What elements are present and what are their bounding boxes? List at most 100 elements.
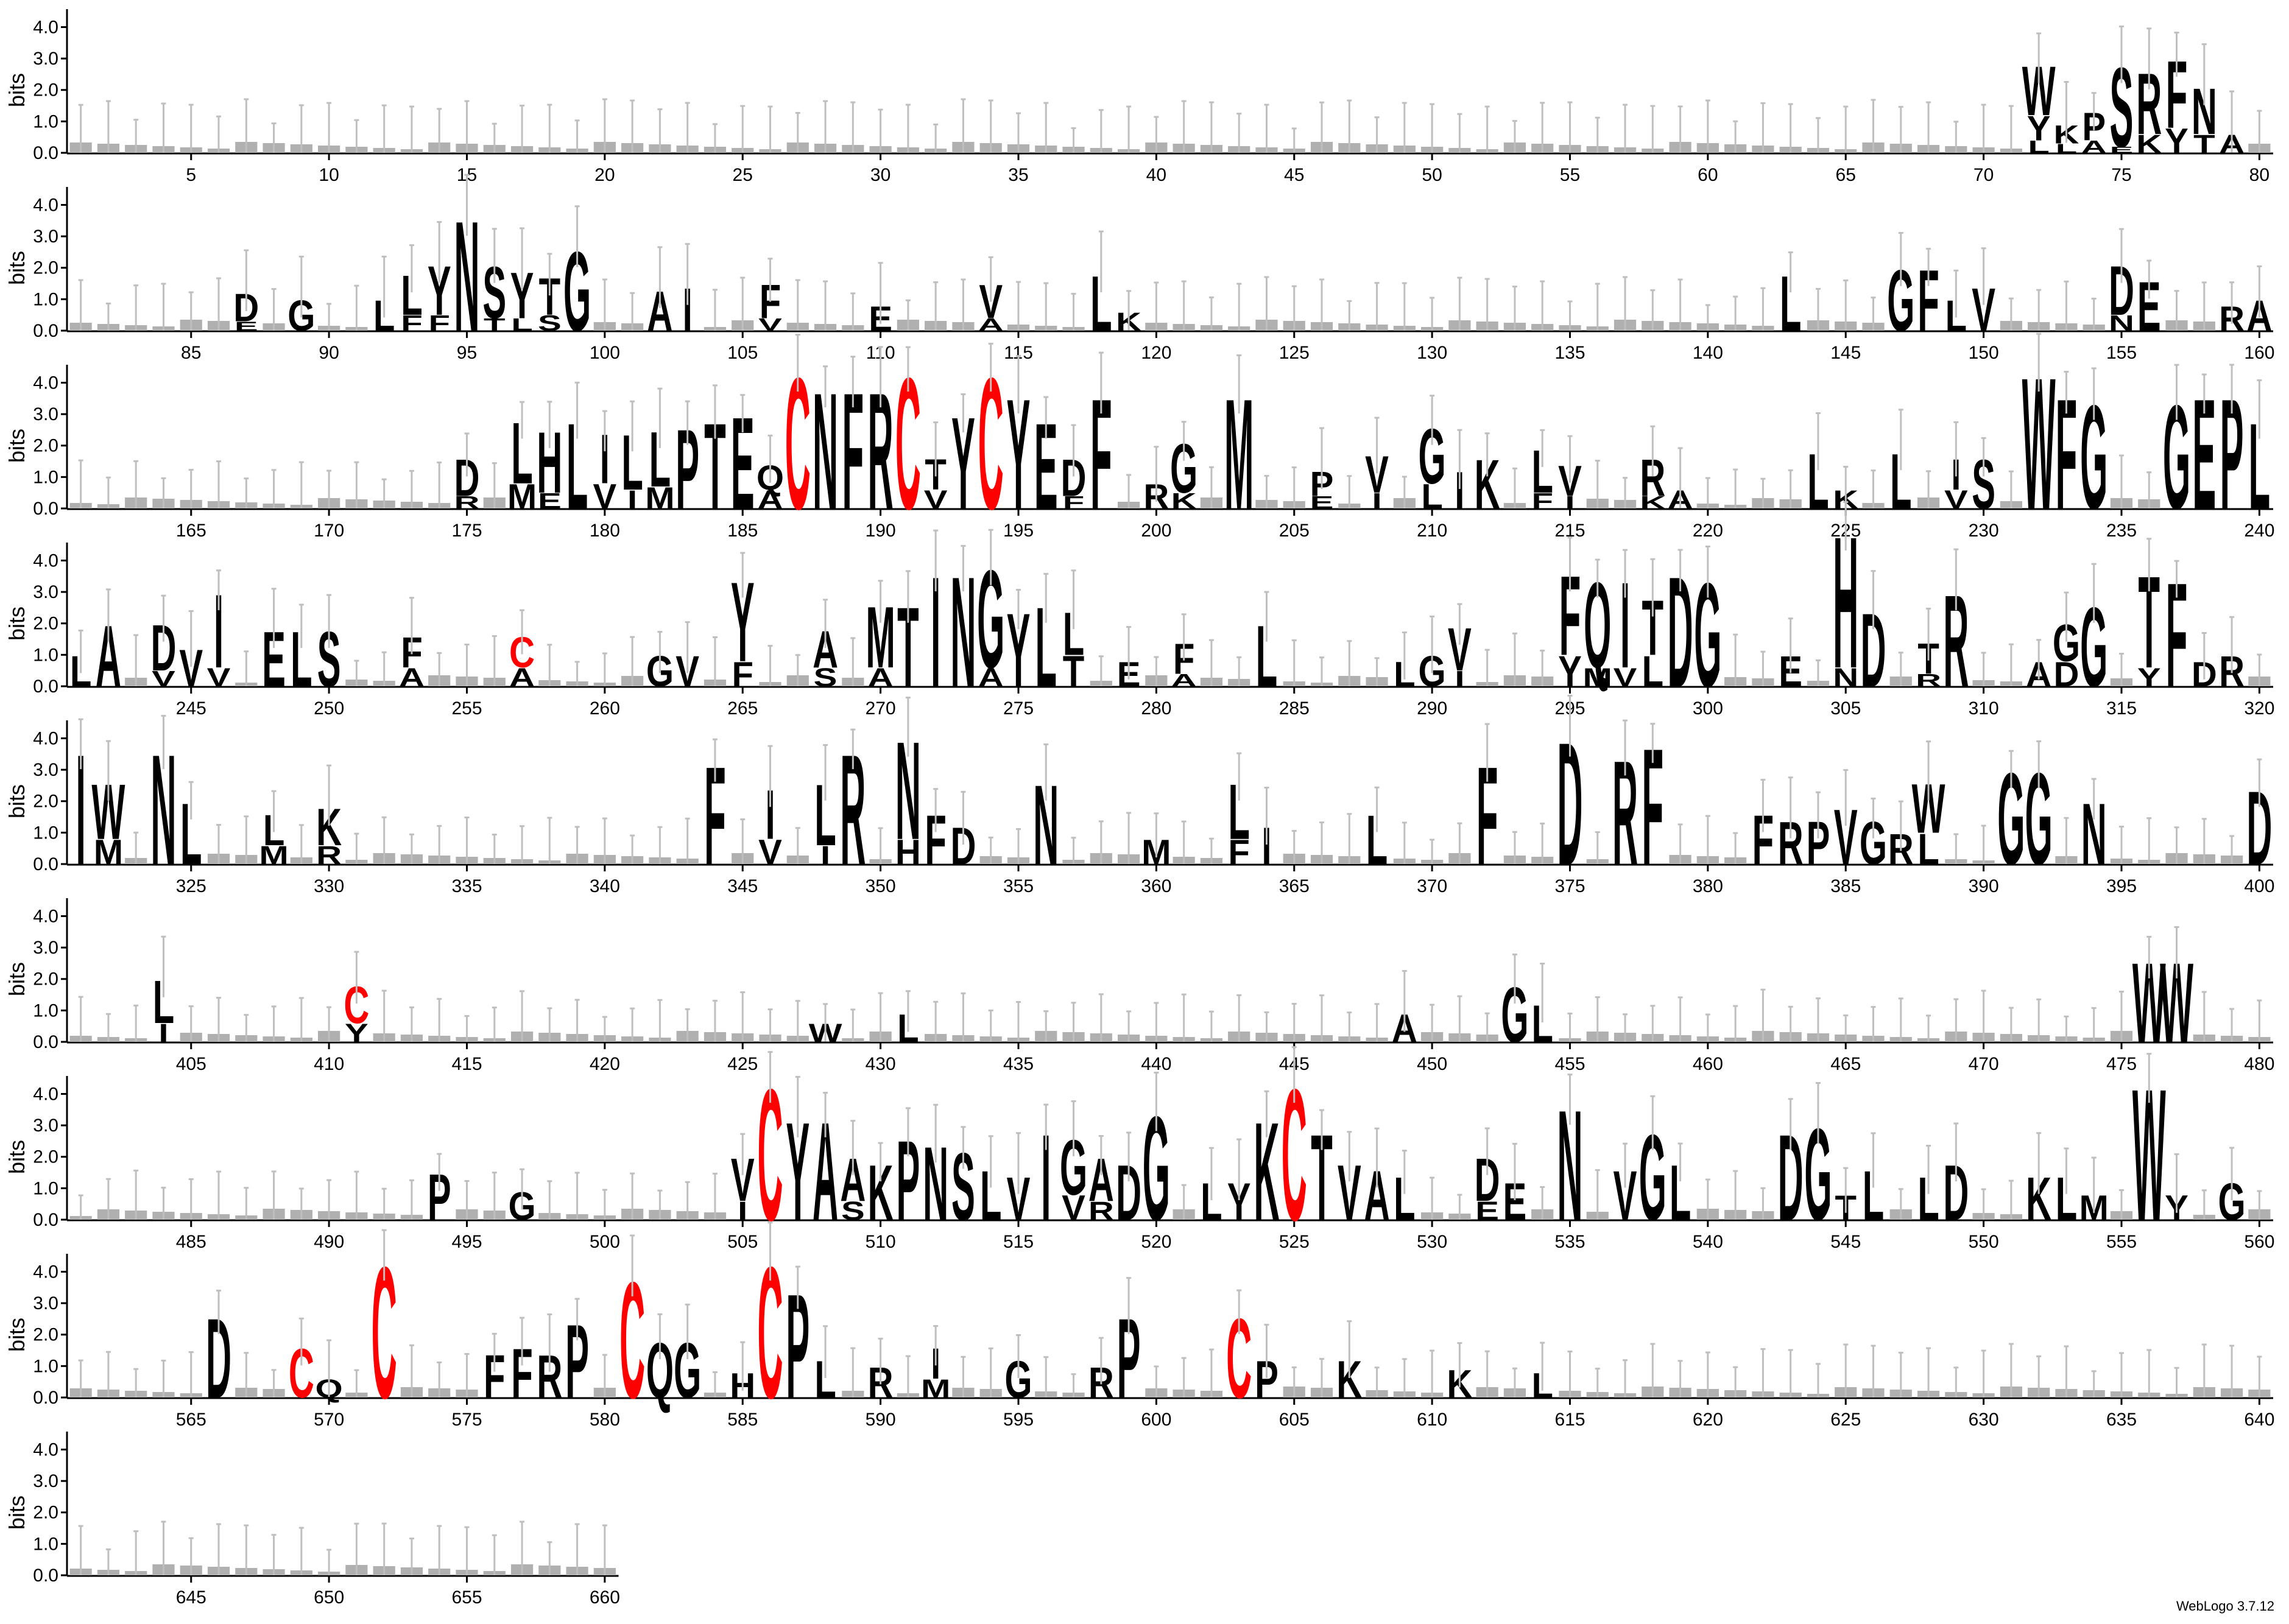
x-tick-label: 350: [866, 876, 896, 896]
logo-letter-I: I: [1620, 557, 1630, 694]
y-tick-label: 2.0: [33, 80, 58, 100]
x-tick-label: 535: [1554, 1232, 1585, 1252]
x-tick-label: 80: [2249, 165, 2270, 185]
logo-letter-T: T: [484, 315, 506, 334]
logo-letter-Y: Y: [345, 1018, 369, 1047]
logo-letter-A: A: [758, 485, 783, 514]
logo-letter-I: I: [158, 1018, 168, 1047]
x-tick-label: 290: [1417, 698, 1447, 719]
x-tick-label: 195: [1003, 521, 1034, 541]
logo-letter-F: F: [1228, 833, 1250, 872]
y-axis-label: bits: [4, 429, 29, 463]
logo-letter-V: V: [758, 315, 782, 334]
y-tick-label: 1.0: [33, 645, 58, 665]
logo-letter-L: L: [1917, 824, 1939, 873]
x-tick-label: 495: [451, 1232, 482, 1252]
y-tick-label: 0.0: [33, 1388, 58, 1408]
x-tick-label: 160: [2244, 343, 2274, 363]
logo-letter-F: F: [1063, 493, 1085, 512]
y-tick-label: 2.0: [33, 1503, 58, 1523]
x-tick-label: 415: [451, 1054, 482, 1074]
logo-letter-Y: Y: [2165, 122, 2188, 161]
logo-letter-I: I: [1455, 462, 1464, 520]
x-tick-label: 230: [1969, 521, 1999, 541]
y-tick-label: 0.0: [33, 854, 58, 874]
y-tick-label: 4.0: [33, 728, 58, 748]
logo-letter-M: M: [259, 840, 288, 870]
y-tick-label: 2.0: [33, 1147, 58, 1167]
x-tick-label: 620: [1693, 1410, 1723, 1430]
logo-letter-A: A: [2081, 137, 2107, 156]
y-tick-label: 4.0: [33, 195, 58, 215]
y-tick-label: 1.0: [33, 1356, 58, 1376]
x-tick-label: 655: [451, 1587, 482, 1608]
logo-letter-M: M: [507, 477, 537, 516]
logo-letter-T: T: [1063, 647, 1085, 695]
x-tick-label: 50: [1422, 165, 1442, 185]
x-tick-label: 420: [590, 1054, 620, 1074]
y-tick-label: 4.0: [33, 550, 58, 571]
logo-letter-K: K: [2136, 129, 2162, 158]
y-tick-label: 3.0: [33, 49, 58, 69]
x-tick-label: 550: [1969, 1232, 1999, 1252]
y-tick-label: 2.0: [33, 792, 58, 812]
logo-letter-H: H: [895, 833, 921, 872]
x-tick-label: 460: [1693, 1054, 1723, 1074]
logo-letter-E: E: [538, 489, 562, 513]
x-tick-label: 200: [1141, 521, 1171, 541]
x-tick-label: 355: [1003, 876, 1034, 896]
logo-letter-D: D: [2053, 655, 2079, 694]
x-tick-label: 465: [1830, 1054, 1861, 1074]
x-tick-label: 425: [727, 1054, 758, 1074]
logo-letter-S: S: [538, 311, 562, 336]
x-tick-label: 365: [1279, 876, 1310, 896]
y-tick-label: 4.0: [33, 373, 58, 393]
y-tick-label: 4.0: [33, 1439, 58, 1460]
x-tick-label: 190: [866, 521, 896, 541]
x-tick-label: 40: [1146, 165, 1166, 185]
logo-letter-K: K: [1171, 489, 1197, 513]
x-tick-label: 525: [1279, 1232, 1310, 1252]
y-axis-label: bits: [4, 962, 29, 996]
logo-letter-F: F: [1531, 489, 1553, 513]
x-tick-label: 545: [1830, 1232, 1861, 1252]
x-tick-label: 300: [1693, 698, 1723, 719]
y-tick-label: 4.0: [33, 17, 58, 37]
y-tick-label: 2.0: [33, 1325, 58, 1345]
x-tick-label: 660: [590, 1587, 620, 1608]
x-tick-label: 510: [866, 1232, 896, 1252]
weblogo-credit: WebLogo 3.7.12: [2176, 1598, 2274, 1614]
logo-letter-F: F: [428, 311, 450, 336]
y-tick-label: 1.0: [33, 1178, 58, 1198]
logo-letter-F: F: [732, 655, 753, 694]
y-tick-label: 0.0: [33, 143, 58, 163]
x-tick-label: 130: [1417, 343, 1447, 363]
x-tick-label: 565: [176, 1410, 206, 1430]
y-tick-label: 1.0: [33, 289, 58, 309]
y-axis-label: bits: [4, 1318, 29, 1352]
x-tick-label: 340: [590, 876, 620, 896]
logo-letter-M: M: [645, 481, 674, 515]
logo-letter-S: S: [814, 663, 838, 692]
x-tick-label: 25: [733, 165, 753, 185]
y-tick-label: 2.0: [33, 258, 58, 278]
y-tick-label: 3.0: [33, 1116, 58, 1136]
x-tick-label: 435: [1003, 1054, 1034, 1074]
logo-letter-Y: Y: [1558, 647, 1582, 695]
x-tick-label: 615: [1554, 1410, 1585, 1430]
logo-letter-E: E: [1475, 1196, 1499, 1225]
logo-letter-V: V: [152, 667, 175, 691]
x-tick-label: 555: [2106, 1232, 2137, 1252]
x-tick-label: 505: [727, 1232, 758, 1252]
logo-letter-L: L: [2028, 137, 2050, 156]
x-tick-label: 10: [319, 165, 339, 185]
y-tick-label: 4.0: [33, 1262, 58, 1282]
x-tick-label: 635: [2106, 1410, 2137, 1430]
logo-letter-S: S: [841, 1196, 865, 1225]
y-tick-label: 3.0: [33, 404, 58, 424]
x-tick-label: 90: [319, 343, 339, 363]
logo-letter-E: E: [2110, 145, 2134, 155]
x-tick-label: 135: [1554, 343, 1585, 363]
logo-letter-Y: Y: [2137, 663, 2161, 692]
